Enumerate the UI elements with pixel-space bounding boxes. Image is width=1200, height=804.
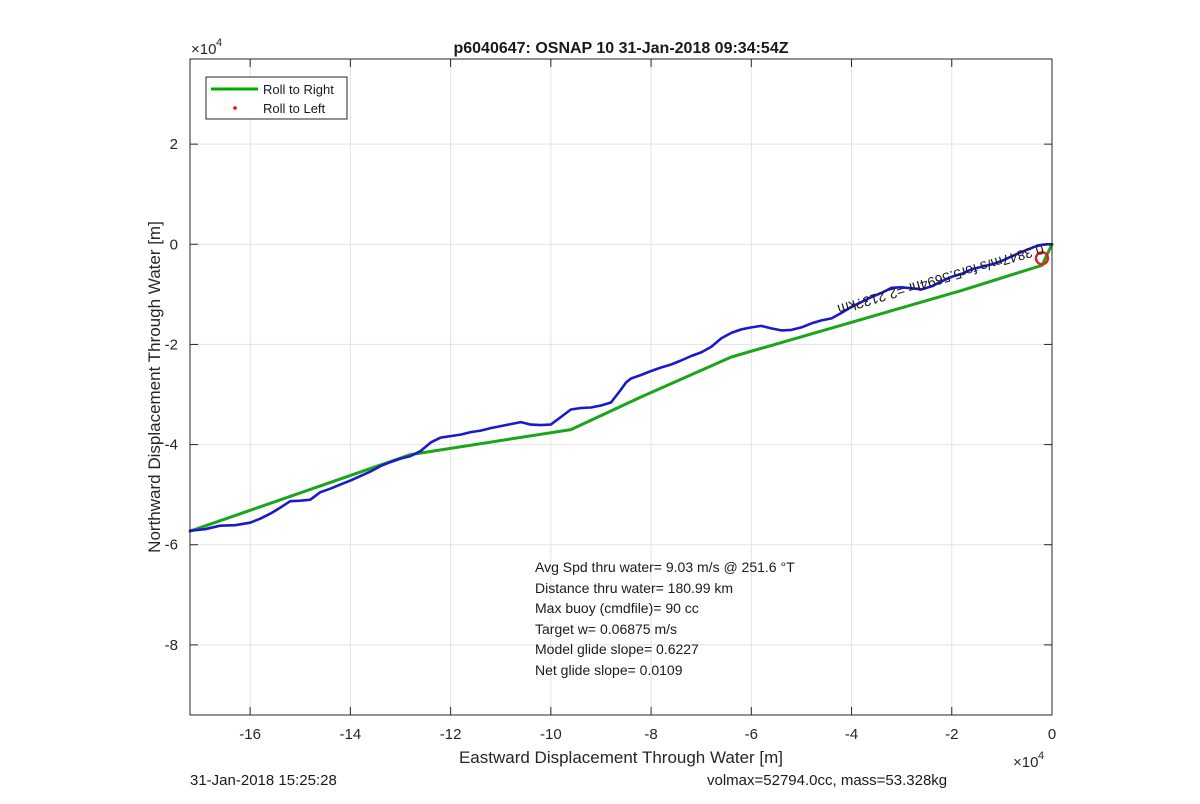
legend: Roll to Right Roll to Left xyxy=(205,76,348,120)
end-position-marker xyxy=(1034,251,1050,266)
series-layer xyxy=(188,242,1054,533)
chart-title: p6040647: OSNAP 10 31-Jan-2018 09:34:54Z xyxy=(453,40,788,57)
y-exponent-power: 4 xyxy=(216,37,222,49)
y-tick-label: -4 xyxy=(165,437,178,454)
legend-label-roll-left: Roll to Left xyxy=(263,101,326,116)
series-line-displacement-track xyxy=(188,243,1054,533)
stats-line-net-glide: Net glide slope= 0.0109 xyxy=(535,662,683,678)
stats-line-target-w: Target w= 0.06875 m/s xyxy=(535,621,677,637)
stats-line-max-buoy: Max buoy (cmdfile)= 90 cc xyxy=(535,600,699,616)
stats-line-avg-speed: Avg Spd thru water= 9.03 m/s @ 251.6 °T xyxy=(535,559,795,575)
stats-line-distance: Distance thru water= 180.99 km xyxy=(535,580,733,596)
x-tick-label: -4 xyxy=(845,726,858,743)
x-tick-label: -6 xyxy=(745,726,758,743)
y-tick-label: -8 xyxy=(165,637,178,654)
footer-timestamp: 31-Jan-2018 15:25:28 xyxy=(190,772,337,789)
grid-lines xyxy=(190,59,1053,715)
x-tick-label: -8 xyxy=(644,726,657,743)
x-exponent-power: 4 xyxy=(1038,750,1044,762)
x-tick-label: -10 xyxy=(540,726,562,743)
y-axis-label: Northward Displacement Through Water [m] xyxy=(145,221,164,553)
stats-text-block: Avg Spd thru water= 9.03 m/s @ 251.6 °T … xyxy=(535,559,795,678)
x-tick-label: -14 xyxy=(340,726,362,743)
y-exponent-label: ×10 4 xyxy=(191,37,222,58)
y-tick-label: -2 xyxy=(165,336,178,353)
x-exponent-label: ×10 4 xyxy=(1013,750,1044,771)
x-axis-label: Eastward Displacement Through Water [m] xyxy=(459,748,783,767)
legend-label-roll-right: Roll to Right xyxy=(263,82,334,97)
x-tick-label: -16 xyxy=(239,726,261,743)
legend-dot-roll-left xyxy=(233,106,237,110)
y-tick-label: 2 xyxy=(170,136,178,153)
axis-ticks: -16 -14 -12 -10 -8 -6 -4 -2 0 2 0 -2 -4 -6 -8 xyxy=(165,59,1056,743)
x-exponent-base: ×10 xyxy=(1013,754,1038,771)
y-tick-label: -6 xyxy=(165,537,178,554)
y-tick-label: 0 xyxy=(170,236,178,253)
plot-area: -16 -14 -12 -10 -8 -6 -4 -2 0 2 0 -2 -4 -6 -8 xyxy=(165,58,1056,743)
footer-vehicle-info: volmax=52794.0cc, mass=53.328kg xyxy=(707,772,948,789)
x-tick-label: -12 xyxy=(440,726,462,743)
x-tick-label: -2 xyxy=(945,726,958,743)
x-tick-label: 0 xyxy=(1048,726,1056,743)
stats-line-model-glide: Model glide slope= 0.6227 xyxy=(535,641,699,657)
series-line-roll-to-right xyxy=(188,242,1054,533)
y-exponent-base: ×10 xyxy=(191,41,216,58)
